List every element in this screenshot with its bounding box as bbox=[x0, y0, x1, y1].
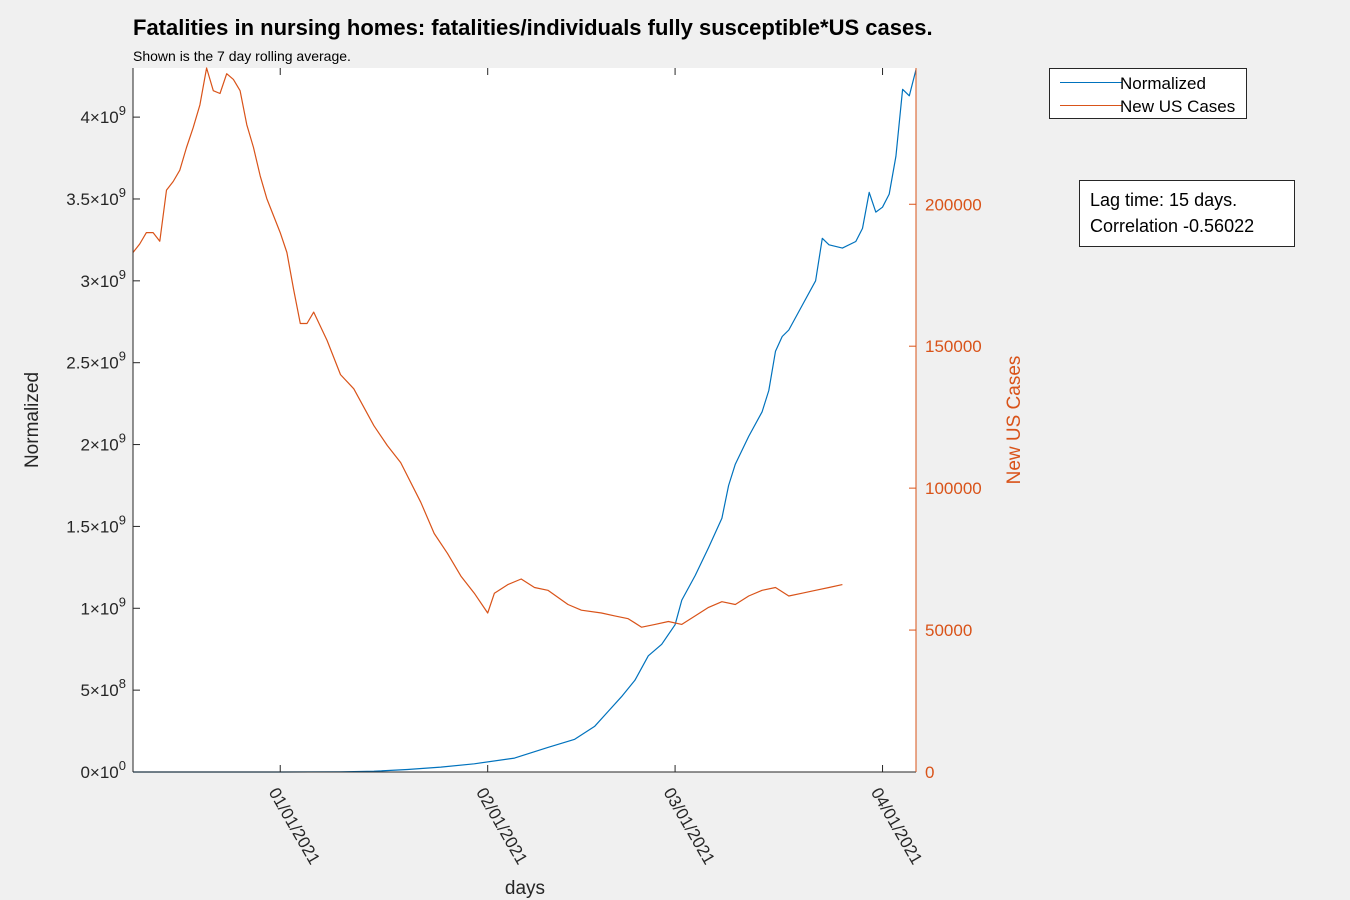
chart-title: Fatalities in nursing homes: fatalities/… bbox=[133, 15, 933, 40]
lag-time-text: Lag time: 15 days. bbox=[1090, 190, 1238, 210]
y-left-tick-label: 3×109 bbox=[80, 267, 126, 291]
legend-label-new-us-cases: New US Cases bbox=[1120, 97, 1236, 116]
y-left-tick-label: 1.5×109 bbox=[66, 512, 126, 536]
y-left-axis-ticks: 0×100 5×108 1×109 1.5×109 2×109 2.5×109 3×109 3… bbox=[66, 103, 140, 782]
y-left-tick-label: 3.5×109 bbox=[66, 185, 126, 209]
y-left-tick-label: 0×100 bbox=[80, 758, 126, 782]
y-left-tick-label: 1×109 bbox=[80, 594, 126, 618]
series-line-new-us-cases bbox=[132, 67, 843, 628]
y-right-tick-label: 0 bbox=[925, 763, 934, 782]
legend-swatch-new-us-cases bbox=[1060, 105, 1122, 106]
x-tick-label: 01/01/2021 bbox=[265, 785, 324, 868]
legend-entry-normalized: Normalized bbox=[1050, 72, 1246, 94]
chart-legend: Normalized New US Cases bbox=[1049, 68, 1247, 119]
x-tick-label: 02/01/2021 bbox=[472, 785, 531, 868]
y-left-tick-label: 2.5×109 bbox=[66, 349, 126, 373]
y-left-axis-label: Normalized bbox=[22, 372, 43, 468]
chart-subtitle: Shown is the 7 day rolling average. bbox=[133, 48, 351, 64]
x-axis-label: days bbox=[505, 878, 545, 899]
y-left-tick-label: 4×109 bbox=[80, 103, 126, 127]
x-tick-label: 03/01/2021 bbox=[660, 785, 719, 868]
y-right-tick-label: 100000 bbox=[925, 479, 982, 498]
legend-entry-new-us-cases: New US Cases bbox=[1050, 95, 1246, 117]
y-right-tick-label: 150000 bbox=[925, 337, 982, 356]
plot-area bbox=[133, 68, 916, 772]
y-right-tick-label: 50000 bbox=[925, 621, 972, 640]
stats-annotation-box: Lag time: 15 days. Correlation -0.56022 bbox=[1079, 180, 1295, 247]
y-right-tick-label: 200000 bbox=[925, 195, 982, 214]
series-layer bbox=[132, 67, 917, 773]
y-right-axis-ticks: 0 50000 100000 150000 200000 bbox=[909, 195, 982, 782]
y-left-tick-label: 5×108 bbox=[80, 676, 126, 700]
correlation-text: Correlation -0.56022 bbox=[1090, 216, 1255, 236]
y-left-tick-label: 2×109 bbox=[80, 431, 126, 455]
y-right-axis-label: New US Cases bbox=[1004, 356, 1025, 485]
legend-label-normalized: Normalized bbox=[1120, 74, 1206, 93]
legend-swatch-normalized bbox=[1060, 82, 1122, 83]
series-line-normalized bbox=[133, 69, 917, 773]
x-tick-label: 04/01/2021 bbox=[867, 785, 926, 868]
